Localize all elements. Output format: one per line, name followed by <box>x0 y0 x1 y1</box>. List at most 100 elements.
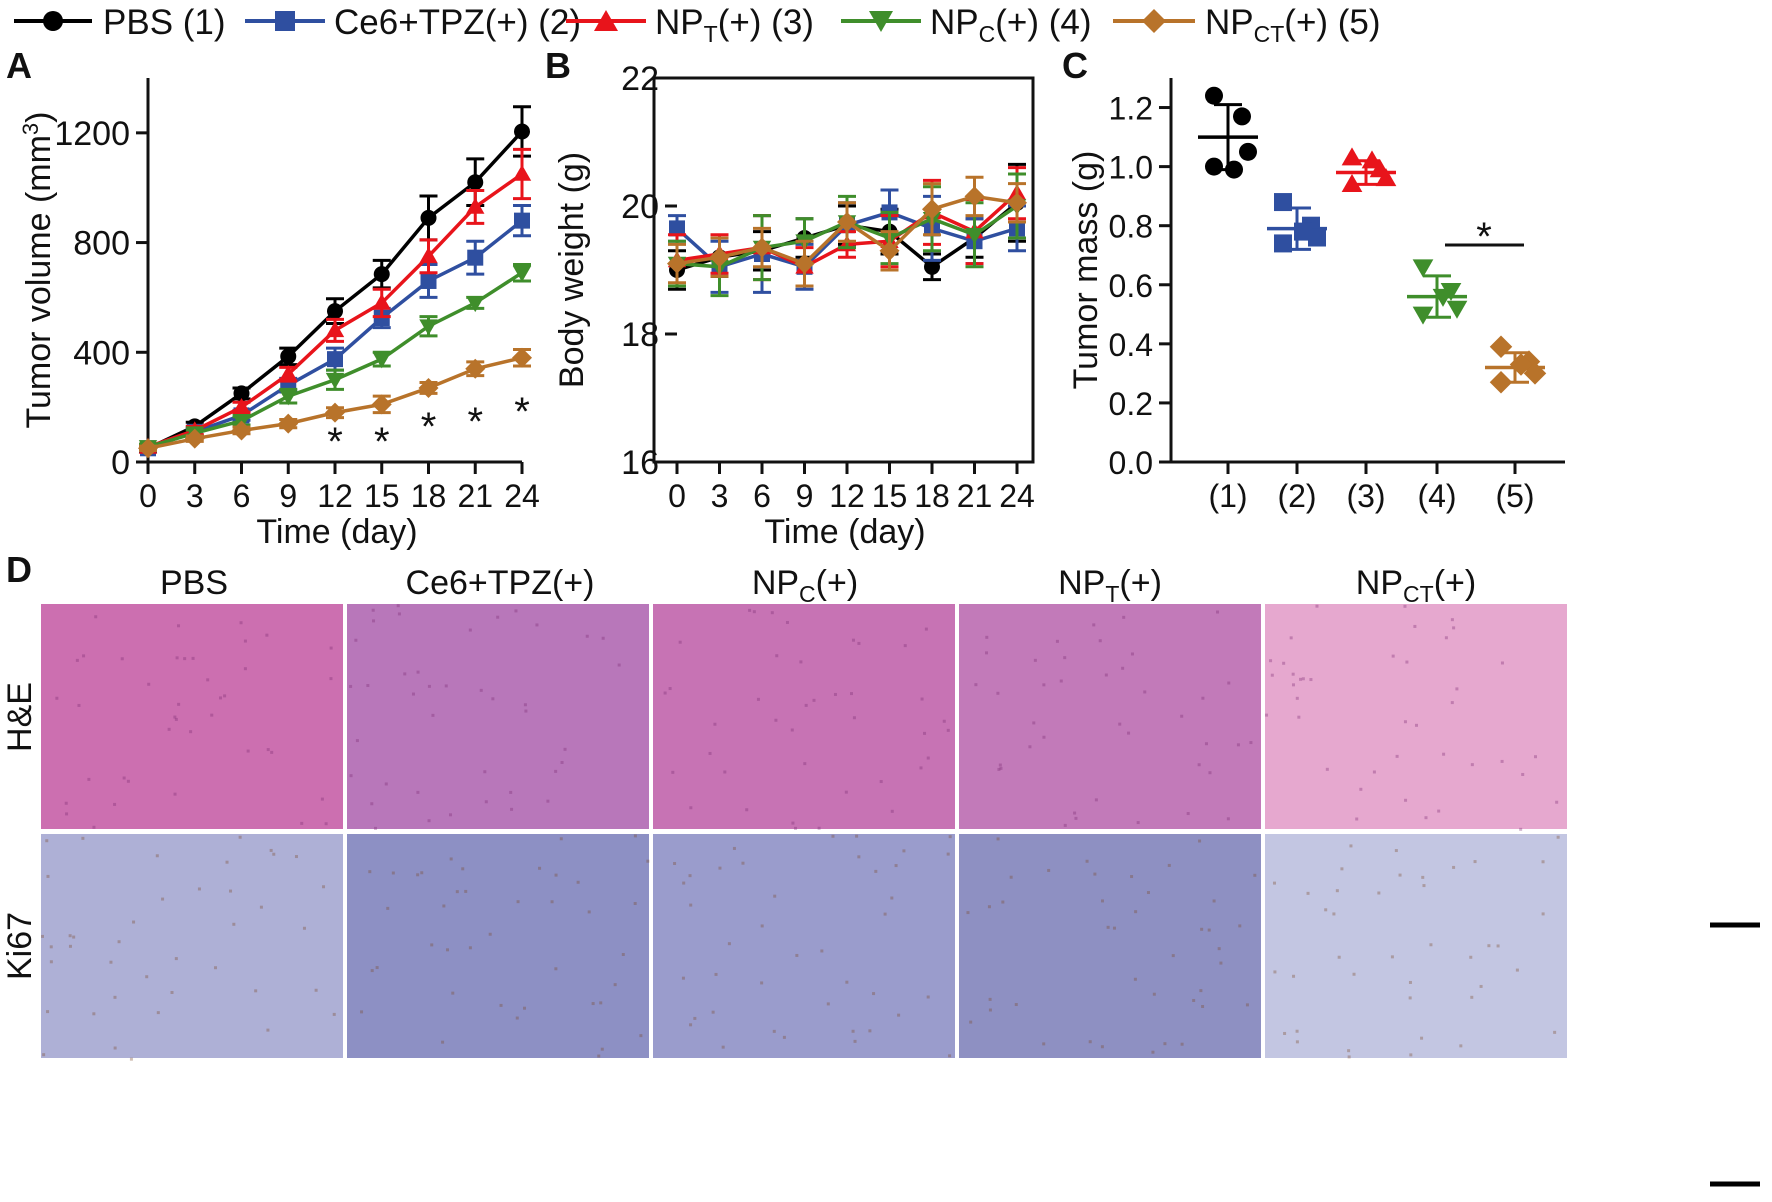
micrograph-texture-speck <box>752 610 756 614</box>
panel-b-point <box>964 186 985 207</box>
micrograph-texture-speck <box>1340 867 1344 871</box>
panel-a-point <box>232 397 251 414</box>
micrograph-texture-speck <box>1122 615 1126 619</box>
panel-a-series-line-1 <box>147 130 524 450</box>
micrograph-texture-speck <box>174 957 178 961</box>
micrograph-texture-speck <box>597 1054 601 1058</box>
micrograph-texture-speck <box>1309 678 1313 682</box>
micrograph-texture-speck <box>791 821 795 825</box>
micrograph-texture-speck <box>523 703 527 707</box>
micrograph-texture-speck <box>294 855 298 859</box>
panel-a-x-axis-label: Time (day) <box>256 513 417 551</box>
micrograph-texture-speck <box>599 1001 603 1005</box>
micrograph-texture-speck <box>946 852 950 856</box>
panel-c-point <box>1361 150 1383 169</box>
micrograph-texture-speck <box>535 623 539 627</box>
micrograph-texture-speck <box>225 860 229 864</box>
legend-label-1: PBS (1) <box>103 3 226 42</box>
panel-b-point <box>752 237 772 258</box>
panel-b-y-tick-label: 18 <box>621 316 659 354</box>
micrograph-texture-speck <box>1226 817 1230 821</box>
micrograph-texture-speck <box>1479 984 1483 988</box>
micrograph-texture-speck <box>785 620 789 624</box>
panel-a-y-axis-label: Tumor volume (mm3) <box>18 111 58 428</box>
panel-b-y-axis-label: Body weight (g) <box>553 152 591 388</box>
micrograph-texture-speck <box>1192 998 1196 1002</box>
legend-label-2: Ce6+TPZ(+) (2) <box>334 3 581 42</box>
panel-c-y-axis-label: Tumor mass (g) <box>1067 151 1105 390</box>
micrograph-texture-speck <box>923 731 927 735</box>
micrograph-texture-speck <box>1500 661 1504 665</box>
micrograph-texture-speck <box>1409 1053 1413 1057</box>
panel-letter-a: A <box>6 45 32 86</box>
micrograph-texture-speck <box>773 894 777 898</box>
micrograph-tile <box>959 604 1261 829</box>
panel-a-x-tick-label: 18 <box>411 478 447 514</box>
micrograph-texture-speck <box>232 922 236 926</box>
micrograph-texture-speck <box>1094 798 1098 802</box>
panel-b-point <box>965 228 984 244</box>
micrograph-texture-speck <box>1201 696 1205 700</box>
micrograph-texture-speck <box>591 1002 595 1006</box>
micrograph-texture-speck <box>46 1010 50 1014</box>
micrograph-texture-speck <box>65 812 69 816</box>
micrograph-texture-speck <box>1424 816 1428 820</box>
micrograph-texture-speck <box>708 751 712 755</box>
micrograph-texture-speck <box>663 691 667 695</box>
panel-c-y-tick-label: 0.8 <box>1109 209 1153 245</box>
micrograph-texture-speck <box>1295 1040 1299 1044</box>
panel-a-y-tick-label: 1200 <box>54 115 130 153</box>
micrograph-texture-speck <box>41 934 45 938</box>
micrograph-texture-speck <box>985 651 989 655</box>
micrograph-texture-speck <box>1133 977 1137 981</box>
micrograph-texture-speck <box>94 615 98 619</box>
micrograph-texture-speck <box>794 826 798 830</box>
micrograph-texture-speck <box>1487 944 1491 948</box>
micrograph-texture-speck <box>324 822 328 826</box>
micrograph-texture-speck <box>587 910 591 914</box>
micrograph-texture-speck <box>449 813 453 817</box>
micrograph-texture-speck <box>265 633 269 637</box>
micrograph-texture-speck <box>113 995 117 999</box>
micrograph-texture-speck <box>713 722 717 726</box>
panel-c-x-tick-label: (3) <box>1346 478 1385 514</box>
micrograph-texture-speck <box>1180 714 1184 718</box>
micrograph-texture-speck <box>851 638 855 642</box>
panel-b-x-tick-label: 21 <box>957 478 993 514</box>
micrograph-texture-speck <box>560 760 564 764</box>
panel-a-x-tick-label: 6 <box>233 478 251 514</box>
micrograph-texture-speck <box>516 900 520 904</box>
micrograph-texture-speck <box>833 692 837 696</box>
micrograph-texture-speck <box>397 612 401 616</box>
micrograph-texture-speck <box>384 782 388 786</box>
legend-marker-3 <box>594 10 618 31</box>
panel-b-x-tick-label: 3 <box>711 478 729 514</box>
panel-d-image-ki67-4 <box>959 834 1261 1058</box>
micrograph-texture-speck <box>113 1046 117 1050</box>
micrograph-texture-speck <box>375 966 379 970</box>
panel-a-point <box>325 372 345 389</box>
micrograph-texture-speck <box>1146 891 1150 895</box>
micrograph-texture-speck <box>857 855 861 859</box>
micrograph-texture-speck <box>122 776 126 780</box>
panel-a-significance-marker: * <box>374 420 390 464</box>
micrograph-texture-speck <box>668 687 672 691</box>
panel-b-x-tick-label: 24 <box>999 478 1035 514</box>
micrograph-texture-speck <box>1227 681 1231 685</box>
panel-b-y-tick-label: 20 <box>621 188 659 226</box>
micrograph-texture-speck <box>427 819 431 823</box>
panel-c: 0.0 0.2 0.4 0.6 0.8 1.0 1.2 (1) (2) (3) (4) (5) * T… <box>1067 78 1565 514</box>
micrograph-texture-speck <box>727 942 731 946</box>
micrograph-texture-speck <box>1106 925 1110 929</box>
micrograph-texture-speck <box>45 839 49 843</box>
micrograph-texture-speck <box>272 852 276 856</box>
micrograph-texture-speck <box>1201 1005 1205 1009</box>
micrograph-texture-speck <box>1085 859 1089 863</box>
micrograph-texture-speck <box>1283 1031 1287 1035</box>
micrograph-texture-speck <box>1219 961 1223 965</box>
micrograph-texture-speck <box>270 750 274 754</box>
micrograph-texture-speck <box>64 801 68 805</box>
micrograph-texture-speck <box>1352 972 1356 976</box>
micrograph-texture-speck <box>314 988 318 992</box>
